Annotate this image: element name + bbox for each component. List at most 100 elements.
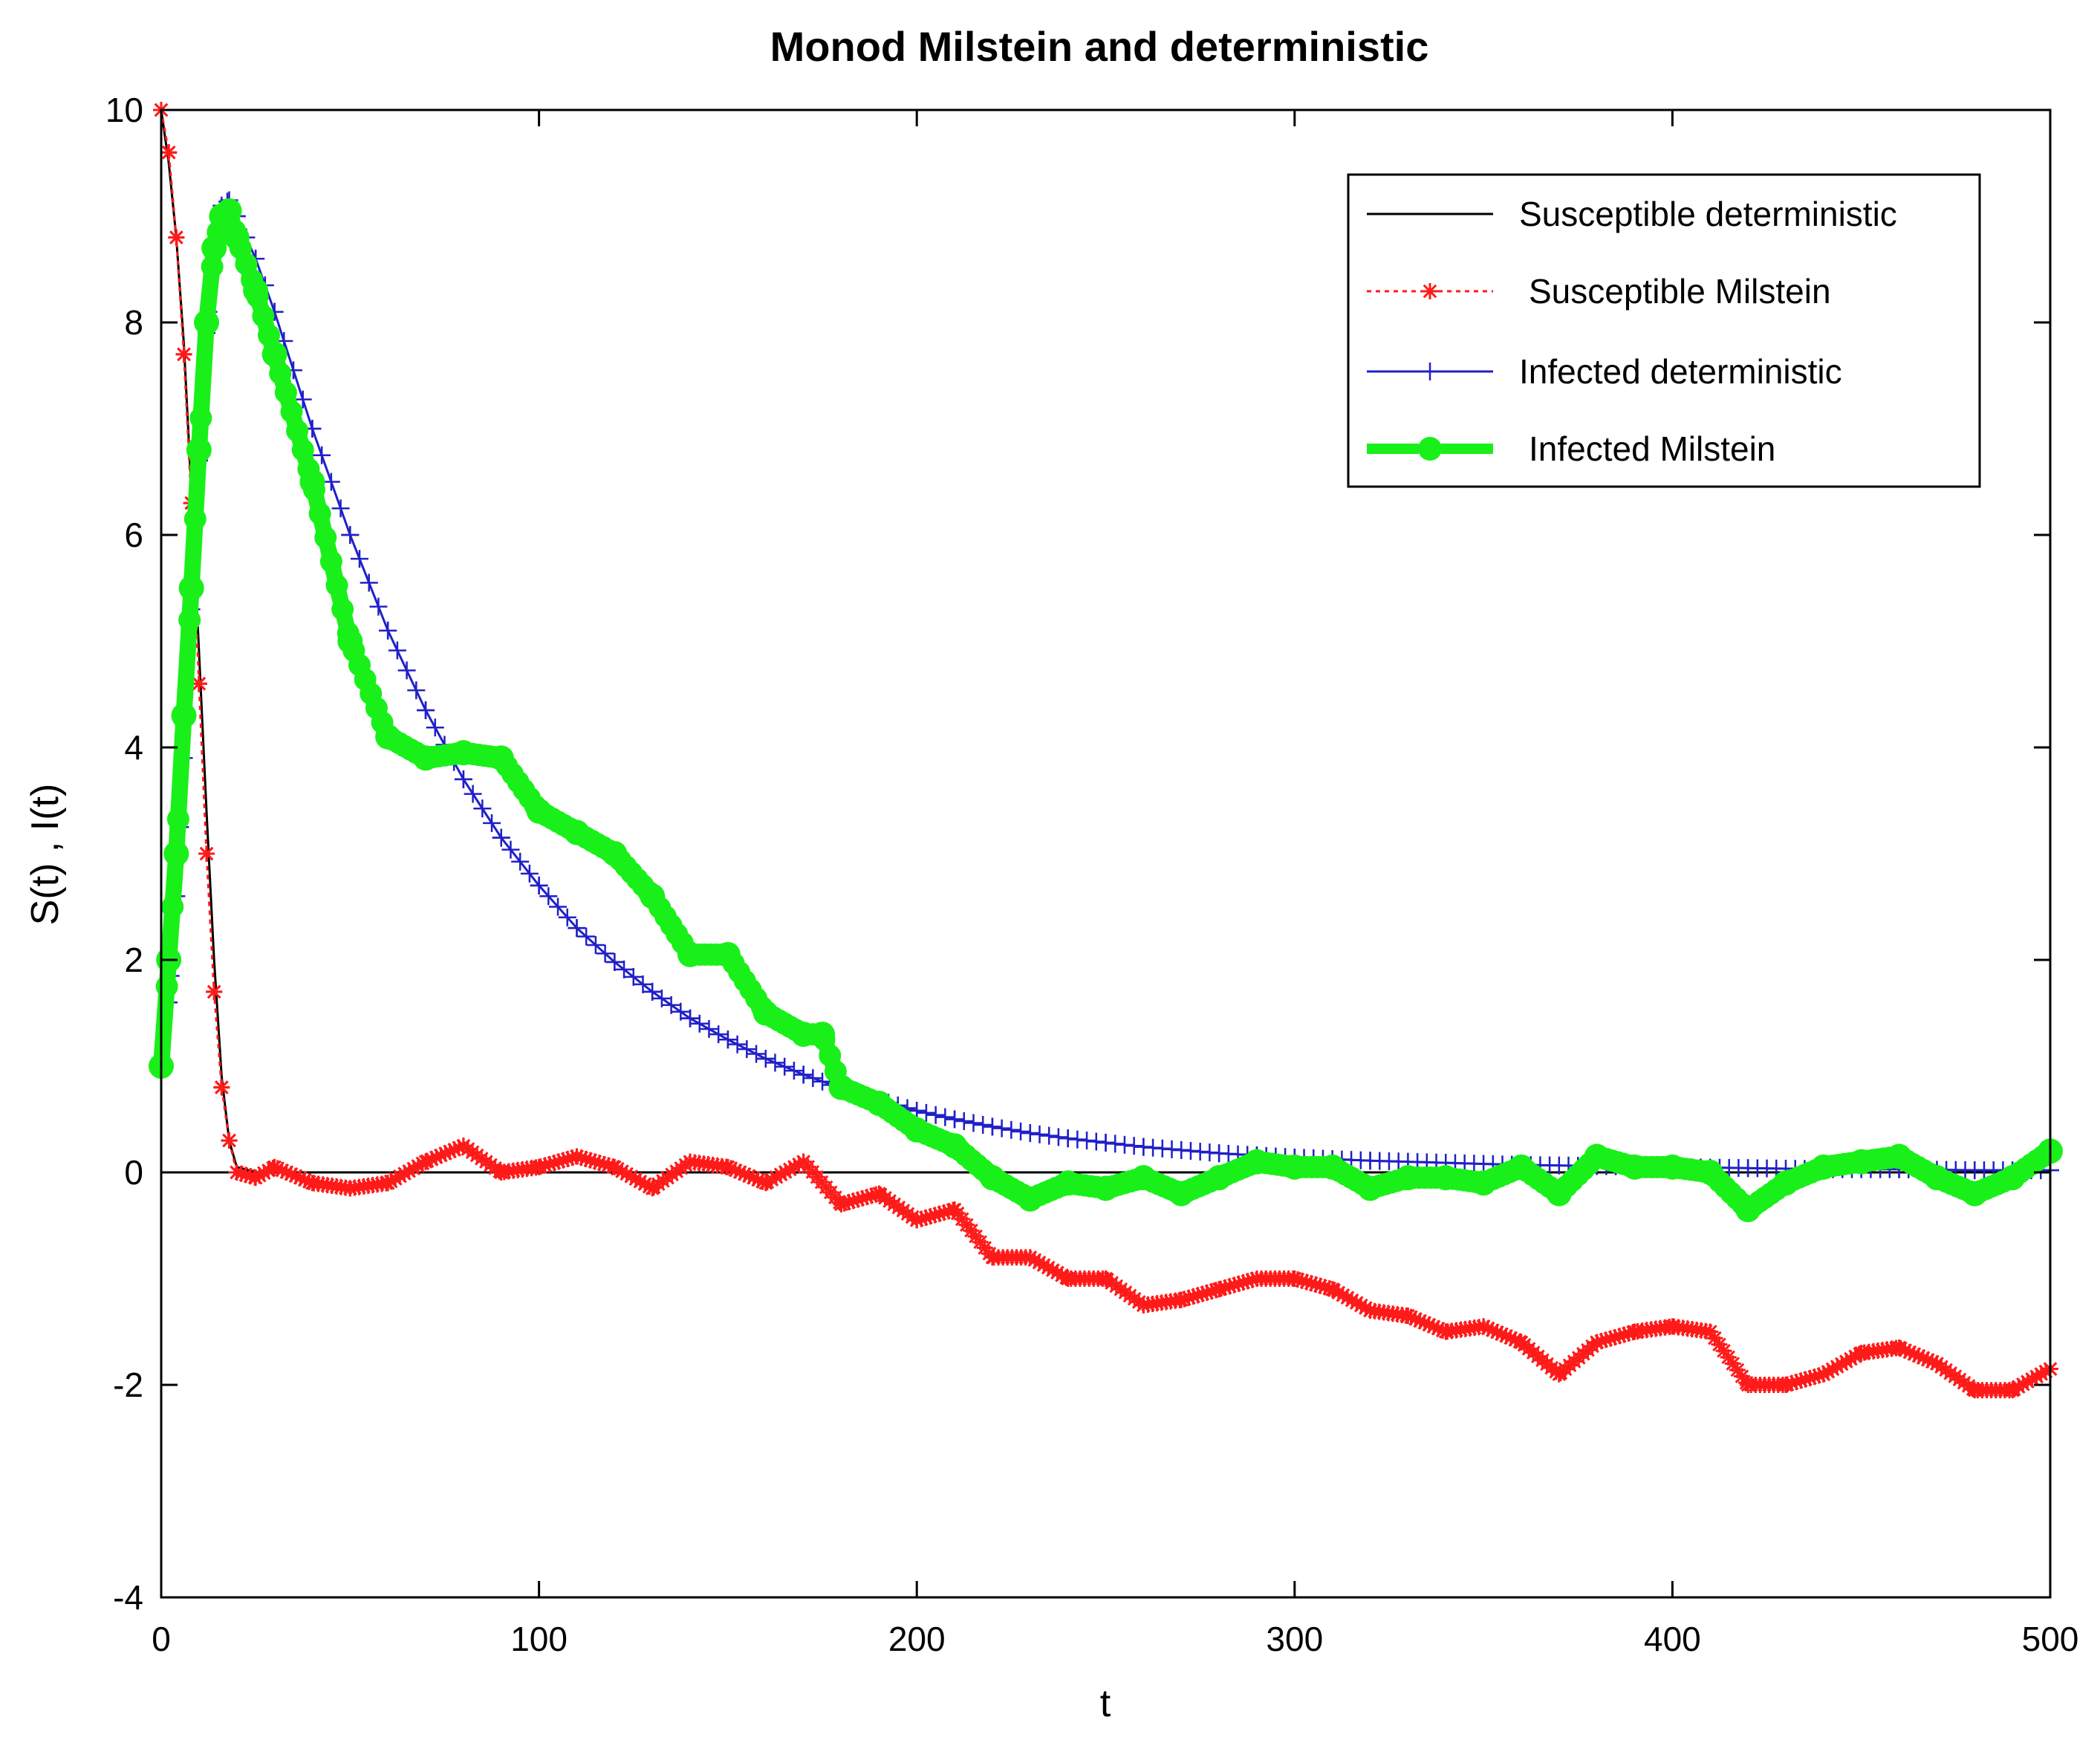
series-point <box>252 305 275 328</box>
series-point <box>325 574 348 597</box>
series-point <box>738 1040 756 1059</box>
series-point <box>488 745 514 771</box>
series-point <box>1584 1143 1610 1169</box>
series-point <box>1135 1296 1152 1314</box>
series-point <box>1739 1159 1758 1178</box>
legend-marker <box>1418 437 1442 461</box>
series-point <box>313 446 331 464</box>
series-point <box>833 1195 850 1213</box>
series-point <box>1702 1323 1719 1340</box>
series-point <box>640 883 666 909</box>
series-point <box>752 1000 778 1026</box>
legend-label: Susceptible Milstein <box>1529 272 1831 311</box>
series-point <box>1248 1270 1265 1287</box>
series-point <box>672 1002 690 1021</box>
series-point <box>375 724 401 750</box>
series-point <box>719 1158 736 1175</box>
series-point <box>1886 1143 1912 1169</box>
series-point <box>186 437 212 463</box>
x-tick-label: 100 <box>510 1620 568 1658</box>
series-point <box>1211 1281 1228 1298</box>
series-point <box>380 1175 397 1192</box>
series-point <box>1093 1175 1119 1201</box>
legend-box <box>1347 173 1981 488</box>
series-point <box>1286 1270 1303 1287</box>
legend-marker <box>1421 363 1439 380</box>
series-point <box>936 1108 955 1126</box>
y-tick-label: -2 <box>113 1366 143 1404</box>
series-point <box>266 1158 283 1175</box>
series-point <box>304 1175 321 1192</box>
legend-entry-susceptible-deterministic: Susceptible deterministic <box>1367 195 1897 233</box>
series-point <box>247 1169 264 1186</box>
series-point <box>417 701 435 719</box>
series-point <box>161 895 184 918</box>
series-point <box>955 1112 973 1131</box>
series-point <box>1588 1334 1605 1351</box>
x-axis-label: t <box>1100 1682 1111 1725</box>
series-point <box>1962 1181 1988 1207</box>
legend-label: Infected Milstein <box>1529 429 1775 468</box>
series-point <box>201 255 224 278</box>
series-point <box>1002 1120 1021 1139</box>
series-point <box>1777 1377 1794 1393</box>
series-point <box>379 621 397 640</box>
series-point <box>243 278 269 304</box>
x-tick-label: 300 <box>1266 1620 1323 1658</box>
series-point <box>183 507 207 530</box>
series-point <box>360 574 378 592</box>
series-point <box>602 841 628 866</box>
series-point <box>261 341 287 367</box>
legend-label: Susceptible deterministic <box>1519 195 1897 233</box>
series-point <box>337 629 363 654</box>
series-point <box>677 941 703 967</box>
y-tick-label: 10 <box>105 91 143 129</box>
series-point <box>946 1110 964 1129</box>
series-point <box>1395 1165 1421 1191</box>
series-point <box>286 419 309 442</box>
series-susceptible-milstein <box>153 102 2058 1399</box>
series-point <box>1433 1165 1459 1191</box>
series-point <box>662 996 680 1014</box>
series-point <box>1508 1154 1534 1180</box>
series-point <box>221 1132 238 1149</box>
series-point <box>342 1180 359 1197</box>
series-point <box>492 828 510 847</box>
series-point <box>501 840 520 859</box>
y-tick-label: 0 <box>124 1153 143 1192</box>
series-point <box>1017 1186 1043 1212</box>
series-point <box>979 1165 1005 1191</box>
series-point <box>417 1153 435 1170</box>
series-point <box>644 1180 661 1197</box>
series-point <box>690 1014 709 1033</box>
series-point <box>206 983 223 1000</box>
series-point <box>926 1106 945 1124</box>
series-point <box>1281 1154 1307 1180</box>
series-point <box>1740 1377 1757 1393</box>
series-point <box>201 235 227 261</box>
series-point <box>1030 1125 1049 1143</box>
series-point <box>520 864 539 883</box>
series-point <box>964 1114 983 1132</box>
series-point <box>718 1030 737 1049</box>
series-point <box>450 740 476 766</box>
series-point <box>160 144 178 161</box>
series-point <box>530 1158 547 1175</box>
series-point <box>530 876 548 895</box>
series-point <box>709 1025 728 1044</box>
axis-ticks: 0 100 200 300 400 500 -4 -2 0 2 4 6 8 10 <box>105 91 2079 1658</box>
series-point <box>810 1022 836 1048</box>
series-point <box>274 381 297 404</box>
y-tick-label: -4 <box>113 1578 143 1617</box>
y-tick-label: 6 <box>124 516 143 554</box>
legend-entry-susceptible-milstein: Susceptible Milstein <box>1367 272 1831 311</box>
series-point <box>314 526 337 549</box>
series-point <box>413 745 439 771</box>
series-point <box>784 1062 803 1080</box>
series-point <box>795 1153 812 1170</box>
series-point <box>586 935 605 954</box>
series-point <box>1106 1134 1125 1153</box>
series-point <box>155 975 178 998</box>
series-point <box>1087 1132 1105 1151</box>
